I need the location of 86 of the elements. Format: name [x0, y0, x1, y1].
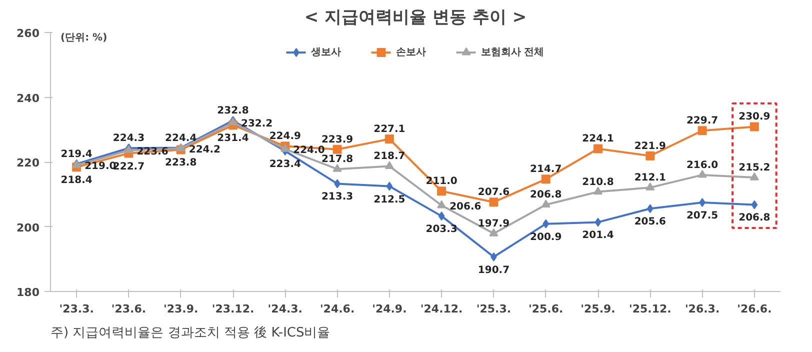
- legend-label: 손보사: [396, 46, 426, 59]
- data-label: 212.5: [374, 194, 406, 206]
- data-label: 214.7: [530, 164, 562, 176]
- annotation: (단위: %): [60, 32, 108, 44]
- text: 주) 지급여력비율은 경과조치 적용 後 K-ICS비율: [50, 326, 330, 340]
- point: [438, 212, 445, 221]
- point: [594, 144, 602, 154]
- data-label: 229.7: [686, 116, 718, 127]
- point: [386, 182, 393, 191]
- data-label: 227.1: [374, 124, 406, 136]
- point: [542, 219, 550, 228]
- data-label: 216.0: [686, 160, 718, 171]
- data-label: 223.4: [269, 158, 301, 170]
- data-label: 207.5: [686, 210, 718, 222]
- point: [646, 182, 655, 190]
- data-label: 224.3: [112, 133, 145, 144]
- point: [489, 228, 498, 236]
- x-tick-label: '23.3.: [59, 302, 94, 316]
- point: [594, 186, 602, 195]
- y-tick-label: 180: [16, 286, 40, 299]
- data-label: 218.7: [374, 151, 406, 162]
- point: [750, 122, 759, 132]
- data-label: 217.8: [321, 154, 354, 166]
- point: [332, 164, 342, 172]
- point: [751, 200, 758, 210]
- point: [646, 204, 654, 214]
- y-tick-label: 240: [16, 92, 40, 105]
- x-tick-label: '23.9.: [164, 302, 198, 316]
- x-tick-label: '25.12.: [628, 302, 672, 316]
- point: [437, 200, 446, 208]
- data-label: 213.3: [321, 192, 354, 203]
- point: [384, 161, 394, 170]
- data-label: 232.2: [241, 118, 273, 130]
- x-tick-label: '24.12.: [420, 302, 463, 316]
- data-label: 206.6: [450, 201, 482, 212]
- x-tick-label: '25.9.: [580, 302, 616, 316]
- data-label: 215.2: [738, 162, 770, 174]
- data-label: 203.3: [426, 224, 458, 236]
- data-label: 224.4: [165, 132, 197, 144]
- data-label: 230.9: [738, 112, 770, 123]
- point: [332, 144, 342, 154]
- data-label: 205.6: [634, 216, 666, 228]
- point: [698, 126, 707, 136]
- x-tick-label: '24.9.: [372, 302, 407, 316]
- point: [594, 218, 602, 227]
- data-label: 231.4: [217, 133, 249, 144]
- y-tick-label: 220: [16, 156, 40, 170]
- x-tick-label: '23.6.: [111, 302, 146, 316]
- x-tick-label: '23.12.: [212, 302, 254, 316]
- data-label: 190.7: [478, 264, 510, 276]
- data-label: 200.9: [530, 232, 562, 243]
- data-label: 223.8: [165, 158, 197, 169]
- data-label: 224.1: [582, 134, 614, 145]
- data-label: 197.9: [478, 218, 510, 230]
- data-label: 219.4: [60, 148, 92, 160]
- legend-label: 생보사: [310, 46, 341, 59]
- data-label: 206.8: [530, 190, 562, 201]
- x-tick-label: '24.6.: [320, 302, 355, 316]
- point: [541, 200, 550, 208]
- data-label: 218.4: [60, 175, 92, 186]
- y-tick-label: 200: [16, 221, 40, 234]
- y-tick-label: 260: [16, 27, 40, 40]
- legend-label: 보험회사 전체: [480, 46, 544, 59]
- data-label: 232.8: [217, 106, 249, 117]
- point: [384, 134, 394, 144]
- data-label: 221.9: [634, 140, 666, 152]
- x-tick-label: '25.6.: [528, 302, 564, 316]
- data-label: 201.4: [582, 230, 614, 242]
- point: [489, 198, 498, 207]
- data-label: 224.9: [269, 131, 301, 142]
- point: [437, 186, 446, 196]
- data-label: 210.8: [582, 176, 614, 188]
- data-label: 223.9: [321, 134, 354, 146]
- data-label: 207.6: [478, 187, 510, 198]
- x-tick-label: '24.3.: [268, 302, 302, 316]
- x-tick-label: '26.6.: [737, 302, 772, 316]
- x-tick-label: '25.3.: [476, 302, 512, 316]
- point: [646, 151, 655, 160]
- data-label: 224.2: [188, 144, 221, 156]
- point: [750, 172, 759, 180]
- x-tick-label: '26.3.: [684, 302, 720, 316]
- data-label: 206.8: [738, 212, 770, 224]
- chart-title: < 지급여력비율 변동 추이 >: [304, 8, 527, 28]
- data-label: 212.1: [634, 172, 666, 184]
- point: [698, 170, 707, 178]
- point: [541, 174, 550, 184]
